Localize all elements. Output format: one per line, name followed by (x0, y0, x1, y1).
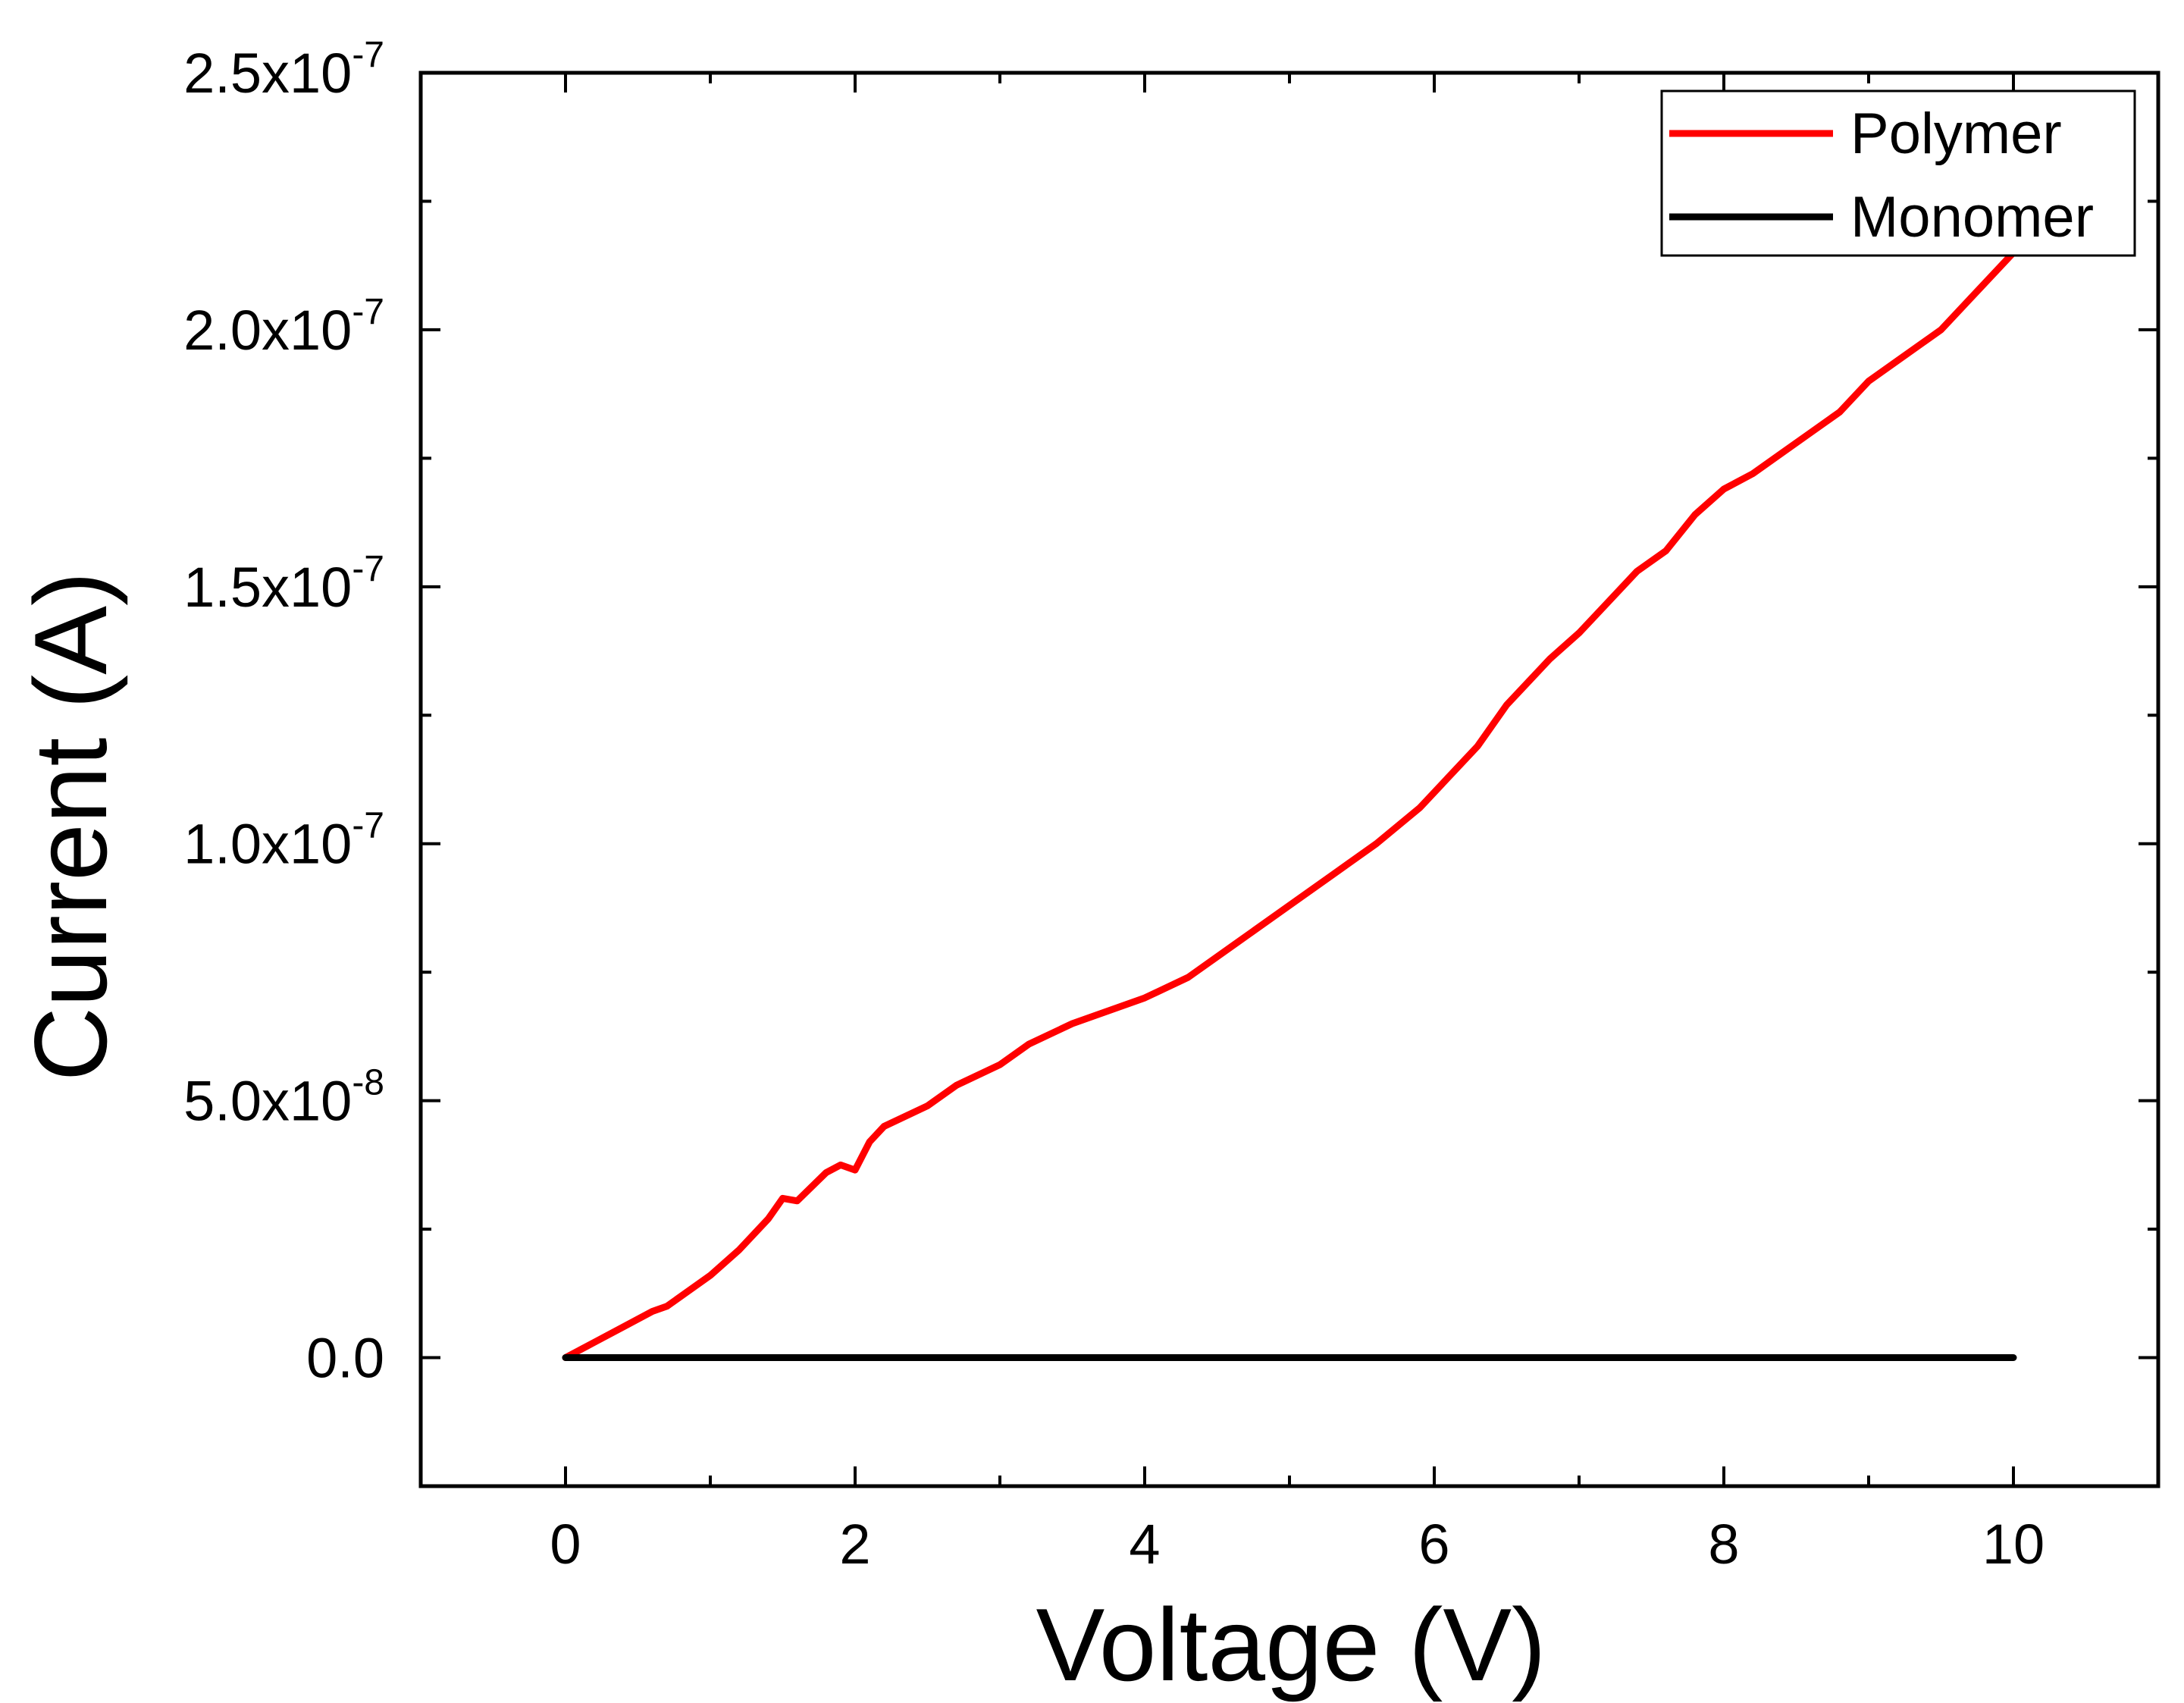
x-tick-label: 10 (1982, 1513, 2045, 1576)
y-tick-label: 2.0x10-7 (183, 292, 384, 362)
y-tick-label: 1.5x10-7 (183, 549, 384, 619)
x-tick-label: 8 (1708, 1513, 1739, 1576)
series-line-polymer (562, 249, 2017, 1361)
y-tick-label: 0.0 (306, 1327, 384, 1390)
legend-label-monomer: Monomer (1850, 185, 2094, 249)
y-tick-label: 5.0x10-8 (183, 1063, 384, 1133)
y-tick-label: 1.0x10-7 (183, 806, 384, 876)
x-tick-label: 4 (1129, 1513, 1160, 1576)
x-axis-title: Voltage (V) (1036, 1587, 1546, 1702)
y-axis-title: Current (A) (13, 572, 128, 1082)
legend-label-polymer: Polymer (1850, 102, 2062, 166)
x-tick-label: 2 (839, 1513, 870, 1576)
y-tick-label: 2.5x10-7 (183, 35, 384, 105)
legend: Polymer Monomer (1660, 89, 2136, 257)
x-tick-label: 0 (550, 1513, 581, 1576)
x-tick-label: 6 (1418, 1513, 1449, 1576)
legend-box (1660, 89, 2136, 257)
